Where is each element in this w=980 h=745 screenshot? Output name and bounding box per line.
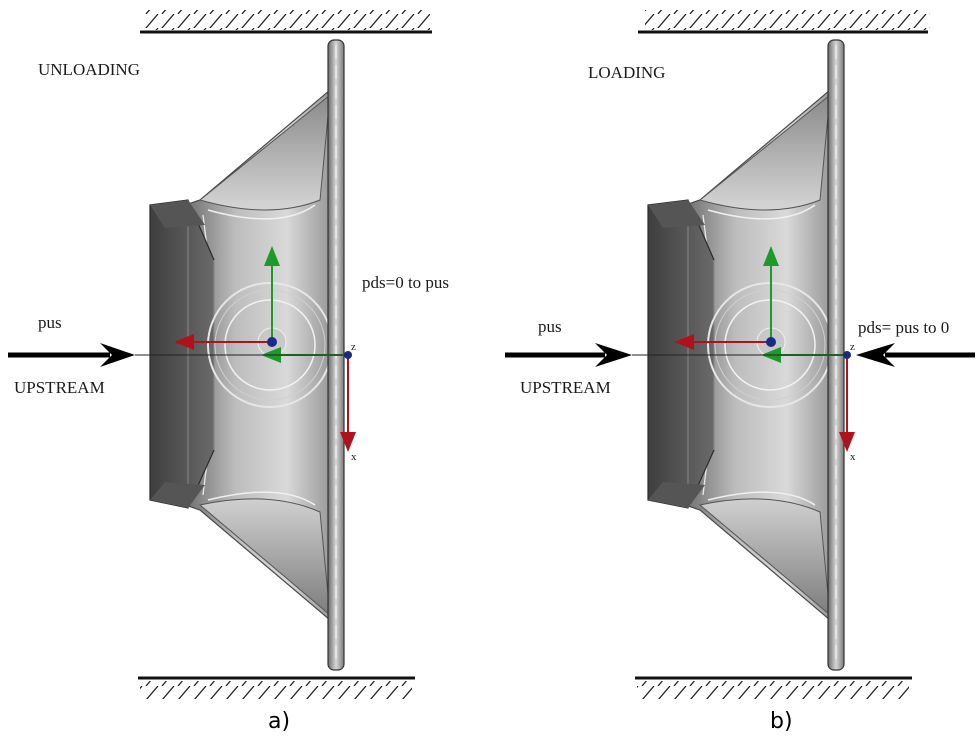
- axis-label-z: z: [850, 341, 855, 353]
- pds-label: pds=0 to pus: [362, 273, 449, 292]
- upstream-label: UPSTREAM: [14, 378, 105, 397]
- panel-caption: a): [268, 709, 290, 734]
- bottom-support-b: [635, 676, 912, 699]
- downstream-arrow-b: [856, 343, 975, 367]
- bottom-support-a: [138, 676, 415, 699]
- axis-label-x: x: [850, 451, 856, 463]
- panel-b: z x LOADING pus UPSTREAM pds= pus to 0 b…: [505, 10, 975, 734]
- valve-body-b: [647, 88, 833, 622]
- origin-dot: [267, 337, 277, 347]
- panel-a: z x UNLOADING pus UPSTREAM pds=0 to pus …: [8, 10, 449, 734]
- origin-dot: [766, 337, 776, 347]
- upstream-label: UPSTREAM: [520, 378, 611, 397]
- pds-label: pds= pus to 0: [858, 318, 949, 337]
- pus-label: pus: [538, 317, 562, 336]
- mode-label: LOADING: [588, 63, 665, 82]
- axis-label-z: z: [351, 341, 356, 353]
- axis-label-x: x: [351, 451, 357, 463]
- pus-label: pus: [38, 313, 62, 332]
- panel-caption: b): [770, 709, 793, 734]
- local-axes-a: [174, 246, 280, 350]
- upstream-arrow-a: [8, 343, 348, 367]
- top-support-a: [140, 10, 432, 34]
- upstream-arrow-b: [505, 343, 847, 367]
- top-support-b: [638, 10, 930, 34]
- local-axes-b: [674, 246, 779, 350]
- mode-label: UNLOADING: [38, 60, 140, 79]
